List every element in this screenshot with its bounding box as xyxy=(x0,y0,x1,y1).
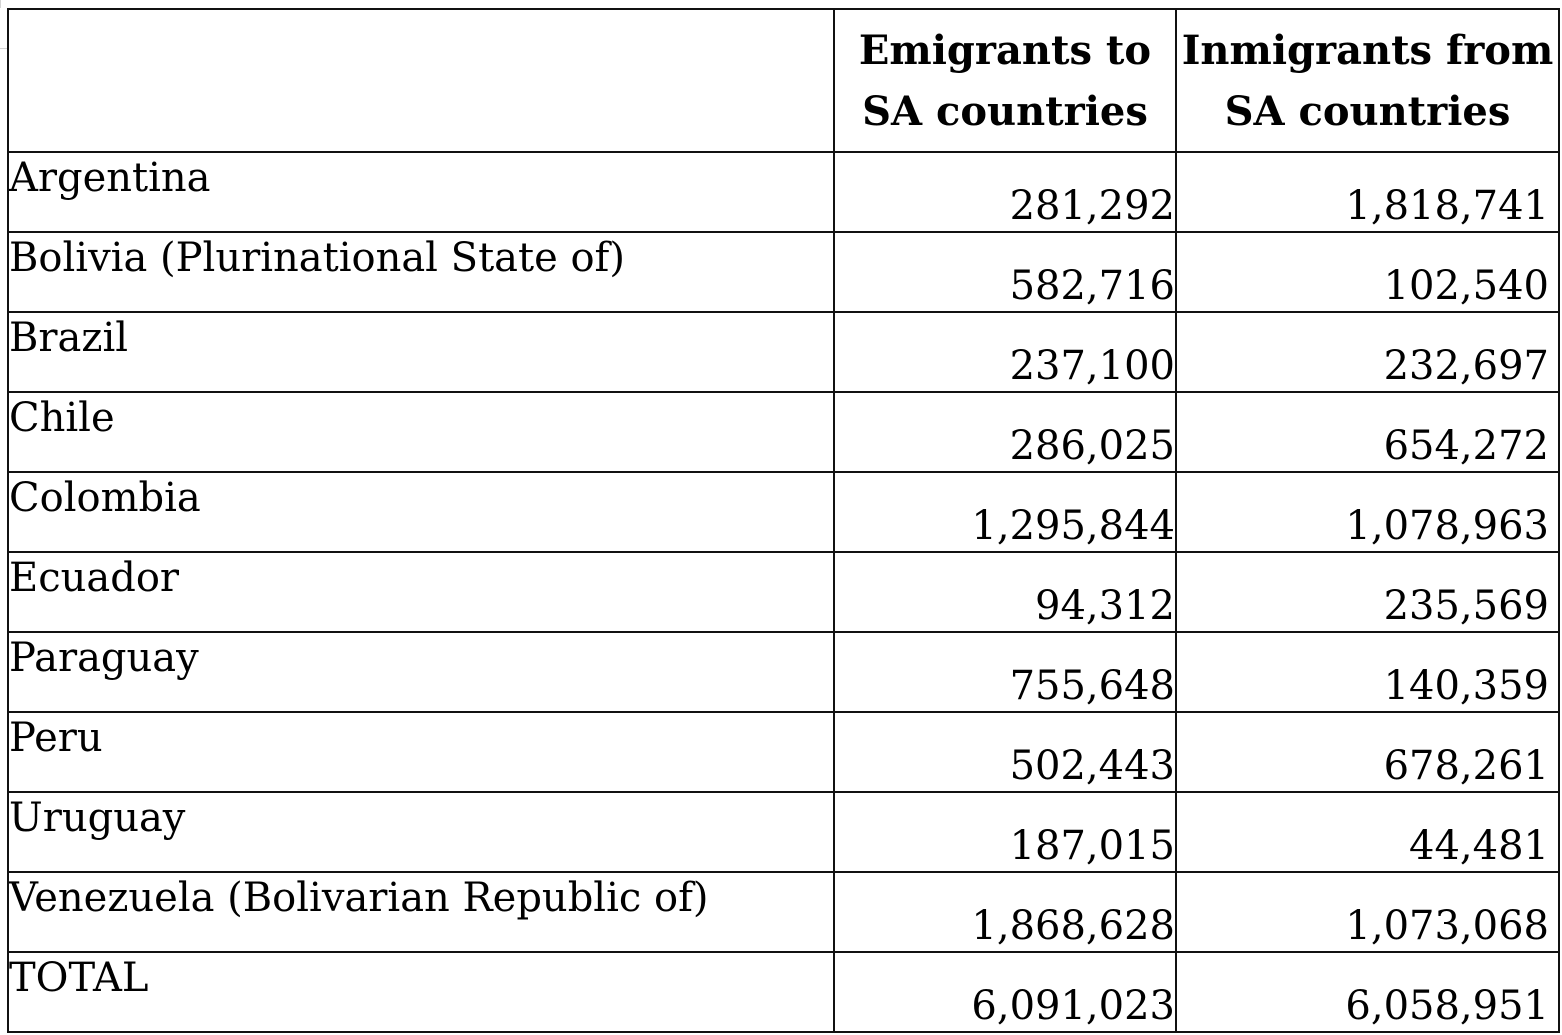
header-inmigrants[interactable]: Inmigrants from SA countries xyxy=(1175,8,1560,153)
inmigrants-cell[interactable]: 1,818,741 xyxy=(1175,151,1560,233)
country-cell[interactable]: Ecuador xyxy=(7,551,835,633)
header-emigrants-line-2: SA countries xyxy=(862,87,1148,135)
table-row: Venezuela (Bolivarian Republic of) 1,868… xyxy=(7,871,1560,953)
country-cell[interactable]: Colombia xyxy=(7,471,835,553)
table-row: Bolivia (Plurinational State of) 582,716… xyxy=(7,231,1560,313)
table-row: Colombia 1,295,844 1,078,963 xyxy=(7,471,1560,553)
country-cell[interactable]: Paraguay xyxy=(7,631,835,713)
inmigrants-cell[interactable]: 140,359 xyxy=(1175,631,1560,713)
country-cell[interactable]: Brazil xyxy=(7,311,835,393)
country-cell[interactable]: Argentina xyxy=(7,151,835,233)
header-row: Emigrants to SA countries Inmigrants fro… xyxy=(7,8,1560,153)
total-inmigrants-cell[interactable]: 6,058,951 xyxy=(1175,951,1560,1033)
total-label-cell[interactable]: TOTAL xyxy=(7,951,835,1033)
table-row: Ecuador 94,312 235,569 xyxy=(7,551,1560,633)
migration-table: Emigrants to SA countries Inmigrants fro… xyxy=(7,8,1560,1033)
emigrants-cell[interactable]: 94,312 xyxy=(833,551,1177,633)
inmigrants-cell[interactable]: 44,481 xyxy=(1175,791,1560,873)
emigrants-cell[interactable]: 237,100 xyxy=(833,311,1177,393)
country-cell[interactable]: Venezuela (Bolivarian Republic of) xyxy=(7,871,835,953)
header-inmigrants-line-1: Inmigrants from xyxy=(1181,26,1554,74)
emigrants-cell[interactable]: 1,295,844 xyxy=(833,471,1177,553)
country-cell[interactable]: Bolivia (Plurinational State of) xyxy=(7,231,835,313)
emigrants-cell[interactable]: 286,025 xyxy=(833,391,1177,473)
table-row: Peru 502,443 678,261 xyxy=(7,711,1560,793)
emigrants-cell[interactable]: 187,015 xyxy=(833,791,1177,873)
total-emigrants-cell[interactable]: 6,091,023 xyxy=(833,951,1177,1033)
emigrants-cell[interactable]: 281,292 xyxy=(833,151,1177,233)
inmigrants-cell[interactable]: 102,540 xyxy=(1175,231,1560,313)
inmigrants-cell[interactable]: 1,073,068 xyxy=(1175,871,1560,953)
gridline-fragment xyxy=(0,0,1,8)
table-row: Uruguay 187,015 44,481 xyxy=(7,791,1560,873)
emigrants-cell[interactable]: 1,868,628 xyxy=(833,871,1177,953)
inmigrants-cell[interactable]: 654,272 xyxy=(1175,391,1560,473)
table-row: Argentina 281,292 1,818,741 xyxy=(7,151,1560,233)
emigrants-cell[interactable]: 755,648 xyxy=(833,631,1177,713)
header-emigrants-line-1: Emigrants to xyxy=(858,26,1152,74)
inmigrants-cell[interactable]: 232,697 xyxy=(1175,311,1560,393)
total-row: TOTAL 6,091,023 6,058,951 xyxy=(7,951,1560,1033)
inmigrants-cell[interactable]: 678,261 xyxy=(1175,711,1560,793)
gridline-fragment xyxy=(0,48,7,49)
table-row: Brazil 237,100 232,697 xyxy=(7,311,1560,393)
country-cell[interactable]: Peru xyxy=(7,711,835,793)
header-emigrants[interactable]: Emigrants to SA countries xyxy=(833,8,1177,153)
emigrants-cell[interactable]: 582,716 xyxy=(833,231,1177,313)
inmigrants-cell[interactable]: 1,078,963 xyxy=(1175,471,1560,553)
header-corner-cell[interactable] xyxy=(7,8,835,153)
country-cell[interactable]: Chile xyxy=(7,391,835,473)
country-cell[interactable]: Uruguay xyxy=(7,791,835,873)
inmigrants-cell[interactable]: 235,569 xyxy=(1175,551,1560,633)
table-row: Paraguay 755,648 140,359 xyxy=(7,631,1560,713)
table-row: Chile 286,025 654,272 xyxy=(7,391,1560,473)
emigrants-cell[interactable]: 502,443 xyxy=(833,711,1177,793)
header-inmigrants-line-2: SA countries xyxy=(1224,87,1511,135)
